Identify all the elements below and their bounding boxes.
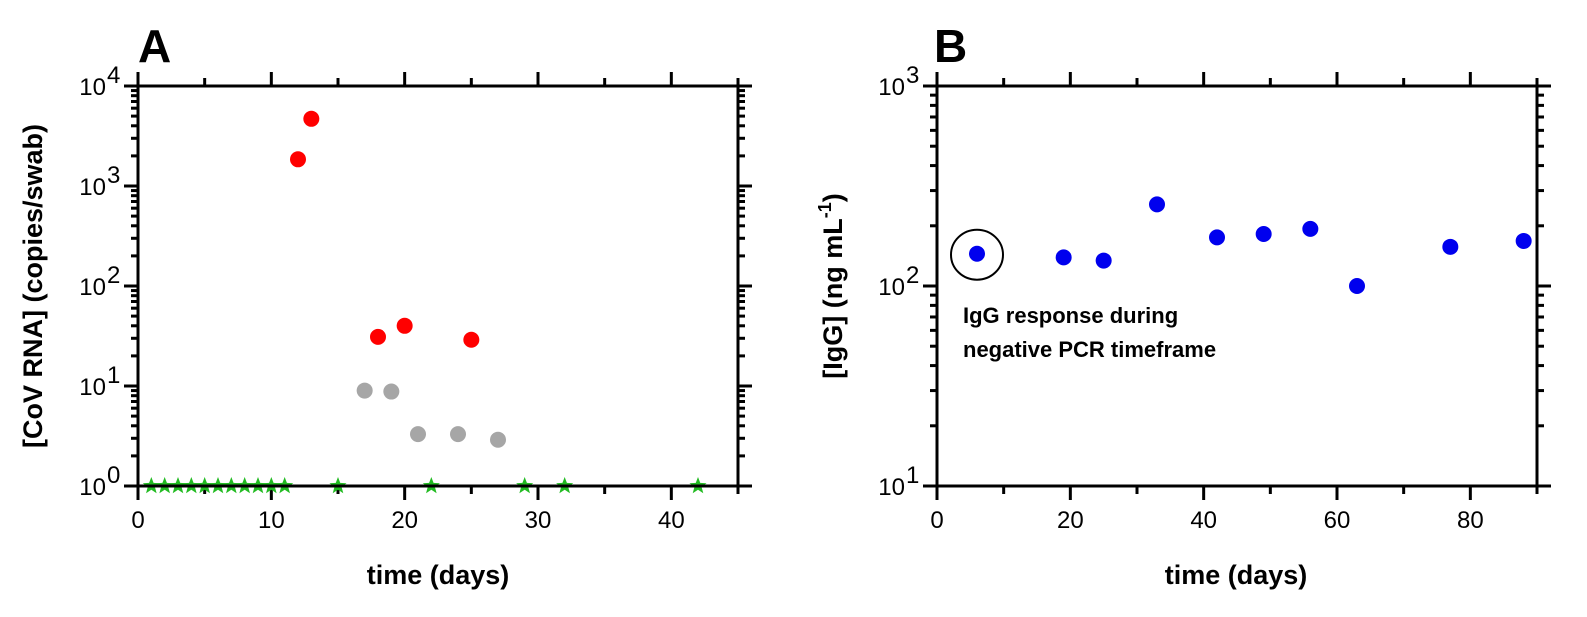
panel-b-data-point [1149,196,1165,213]
panel-a-y-tick-label: 10 [79,274,106,301]
panel-a-data-point [410,426,426,443]
panel-a-data-point [383,383,400,400]
panel-b-plot-frame [935,84,1539,488]
annotation-line-2: negative PCR timeframe [963,337,1216,362]
panel-b-y-tick-label: 10 [878,474,905,501]
panel-a-x-tick-label: 30 [525,507,552,534]
panel-b-data-point [1055,249,1072,266]
panel-b-x-tick-label: 40 [1190,507,1217,534]
panel-b-x-tick-label: 20 [1057,507,1084,534]
panel-b-data-point [1515,232,1532,249]
panel-a-x-tick-label: 40 [658,507,685,534]
panel-b-y-tick-label: 10 [878,274,905,301]
panel-a-data-point [303,110,320,127]
panel-a-y-axis-label: [CoV RNA] (copies/swab) [18,124,48,448]
panel-b-y-axis-label: [IgG] (ng mL-1) [815,193,848,378]
panel-b-x-tick-label: 80 [1457,507,1484,534]
panel-b-y-tick-exponent: 1 [906,462,919,489]
panel-b-data-point [969,245,985,262]
panel-b-y-tick-label: 10 [878,74,905,101]
panel-b-y-tick-exponent: 2 [906,262,919,289]
panel-a-x-tick-label: 20 [391,507,418,534]
panel-a-y-tick-exponent: 3 [107,162,120,189]
panel-a-data-point [356,382,373,399]
panel-a-data-point [290,151,306,168]
panel-b-x-tick-label: 60 [1324,507,1351,534]
panel-a-y-tick-label: 10 [79,474,106,501]
panel-b-ticks [923,72,1551,500]
panel-a-y-tick-label: 10 [79,174,106,201]
panel-b-data-point [1302,220,1319,237]
panel-b-y-axis-label-sup: -1 [815,202,835,218]
panel-b-data-point [1095,252,1112,269]
panel-b-data-point [1349,278,1365,294]
panel-a-data-point [370,328,386,345]
panel-a-x-tick-label: 10 [258,507,285,534]
panel-a-plot-frame [136,84,740,488]
panel-b-y-tick-exponent: 3 [906,62,919,89]
panel-b-y-axis-label-end: ) [818,193,848,202]
panel-a-data-point [396,317,413,334]
panel-a-x-axis-label: time (days) [367,560,510,590]
highlight-circle [950,228,1004,281]
panel-letter-a: A [138,20,171,72]
panel-a-points [142,110,707,494]
panel-a-y-tick-exponent: 2 [107,262,120,289]
panel-b-data-point [1209,229,1225,246]
panel-a-data-point [490,431,506,448]
panel-b-data-point [1255,225,1272,242]
panel-b-data-point [1442,238,1459,255]
panel-a-x-tick-label: 0 [131,507,144,534]
panel-b-points [969,196,1532,294]
panel-b-x-axis-label: time (days) [1165,560,1308,590]
panel-a-y-tick-label: 10 [79,374,106,401]
panel-a-y-tick-exponent: 0 [107,462,120,489]
panel-a-y-tick-exponent: 4 [107,62,120,89]
panel-a-y-tick-exponent: 1 [107,362,120,389]
panel-a-ticks [124,72,752,500]
panel-letter-b: B [934,20,967,72]
panel-a-data-point [450,426,466,443]
panel-b-y-axis-label-main: [IgG] (ng mL [818,218,848,378]
panel-a-data-point [463,331,480,348]
panel-a-y-tick-label: 10 [79,74,106,101]
annotation-line-1: IgG response during [963,303,1178,328]
panel-b-x-tick-label: 0 [930,507,943,534]
